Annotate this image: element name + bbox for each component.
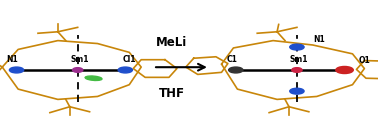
Text: Sm1: Sm1 xyxy=(70,55,88,64)
Ellipse shape xyxy=(9,67,24,73)
Ellipse shape xyxy=(336,66,353,74)
Ellipse shape xyxy=(85,76,102,80)
Ellipse shape xyxy=(118,67,132,73)
Text: C1: C1 xyxy=(226,55,237,64)
Text: Sm1: Sm1 xyxy=(289,55,308,64)
Text: Cl1: Cl1 xyxy=(122,55,136,64)
Text: THF: THF xyxy=(159,87,185,100)
Ellipse shape xyxy=(292,68,302,72)
Text: O1: O1 xyxy=(359,56,370,65)
Text: MeLi: MeLi xyxy=(156,36,187,49)
Ellipse shape xyxy=(229,67,243,73)
Ellipse shape xyxy=(73,68,83,72)
Text: N1: N1 xyxy=(313,35,325,44)
Ellipse shape xyxy=(290,44,304,50)
Text: N1: N1 xyxy=(7,55,19,64)
Ellipse shape xyxy=(290,88,304,94)
